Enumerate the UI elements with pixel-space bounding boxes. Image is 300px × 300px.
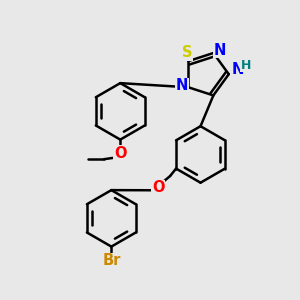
Text: Br: Br <box>102 254 121 268</box>
Text: O: O <box>152 180 164 195</box>
Text: N: N <box>232 62 244 77</box>
Text: N: N <box>176 78 188 93</box>
Text: N: N <box>214 43 226 58</box>
Text: H: H <box>241 59 251 72</box>
Text: S: S <box>182 45 192 60</box>
Text: O: O <box>114 146 127 161</box>
